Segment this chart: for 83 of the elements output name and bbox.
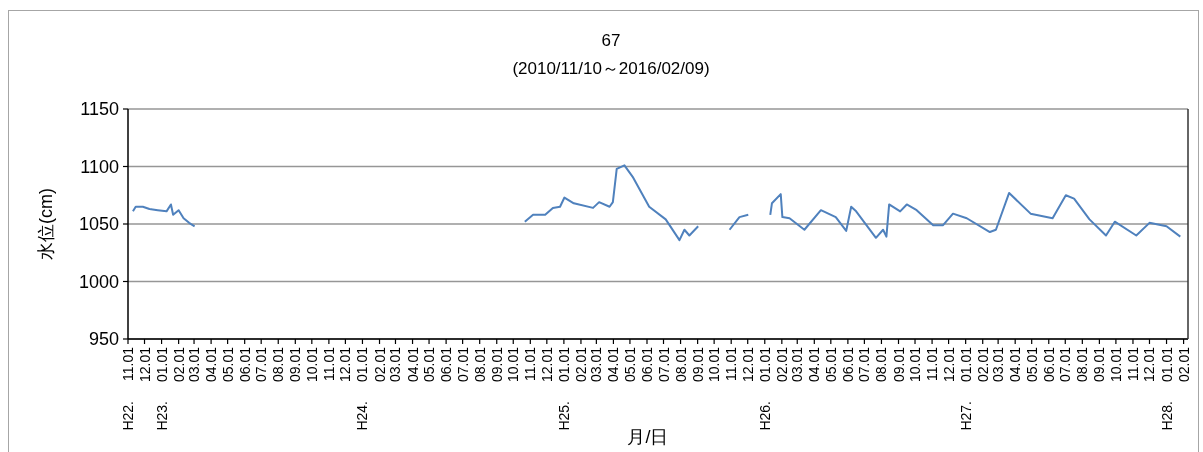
y-axis-title: 水位(cm)	[36, 188, 56, 260]
x-tick-label: 04.01	[605, 346, 622, 383]
x-tick-label: 08.01	[1074, 346, 1091, 383]
x-tick-label: 10.01	[706, 346, 723, 383]
x-tick-label: 04.01	[203, 346, 220, 383]
x-tick-label: 08.01	[471, 346, 488, 383]
x-tick-label: 04.01	[1007, 346, 1024, 383]
x-tick-label: 06.01	[839, 346, 856, 383]
x-tick-label: 01.01	[1158, 346, 1175, 383]
line-series	[523, 164, 700, 242]
y-tick-label: 1000	[78, 271, 119, 292]
x-tick-label: 12.01	[136, 346, 153, 383]
text: H25.	[555, 401, 572, 431]
x-tick-label: 08.01	[873, 346, 890, 383]
x-axis-title: 月/日	[627, 427, 669, 447]
y-tick-label: 1100	[80, 156, 119, 177]
x-tick-label: 12.01	[739, 346, 756, 383]
x-tick-label: 11.01	[120, 346, 136, 381]
x-tick-label: 02.01	[1175, 346, 1192, 383]
chart-subtitle: (2010/11/10～2016/02/09)	[512, 59, 710, 78]
x-tick-label: 02.01	[572, 346, 589, 383]
x-tick-label: 11.01	[320, 346, 337, 381]
x-tick-label: 08.01	[672, 346, 689, 383]
x-tick-label: 07.01	[454, 346, 471, 383]
x-tick-label: 07.01	[655, 346, 672, 383]
x-tick-label: 05.01	[1023, 346, 1040, 383]
x-tick-label: 02.01	[371, 346, 388, 383]
x-tick-label: 03.01	[990, 346, 1007, 383]
x-tick-label: 02.01	[773, 346, 790, 383]
x-tick-label: 08.01	[270, 346, 287, 383]
x-tick-label: 02.01	[170, 346, 187, 383]
x-tick-label: 01.01	[957, 346, 974, 383]
x-tick-label: 10.01	[303, 346, 320, 383]
x-tick-label: 12.01	[1141, 346, 1158, 383]
x-tick-label: 01.01	[756, 346, 773, 383]
x-tick-label: 04.01	[404, 346, 421, 383]
text: H26.	[756, 401, 773, 431]
x-tick-label: 01.01	[354, 346, 371, 383]
x-tick-label: 11.01	[924, 346, 941, 381]
x-tick-label: 06.01	[236, 346, 253, 383]
x-tick-label: 12.01	[538, 346, 555, 383]
text: H27.	[957, 401, 974, 431]
x-tick-label: 12.01	[940, 346, 957, 383]
text: H28.	[1158, 401, 1175, 431]
chart-title: 67	[601, 31, 621, 50]
x-tick-label: 02.01	[974, 346, 991, 383]
x-tick-label: 06.01	[438, 346, 455, 383]
x-tick-label: 05.01	[421, 346, 438, 383]
x-tick-label: 01.01	[153, 346, 170, 383]
text: H22.	[120, 401, 136, 431]
x-tick-label: 09.01	[890, 346, 907, 383]
x-tick-label: 10.01	[1107, 346, 1124, 383]
y-tick-label: 1150	[80, 99, 119, 119]
x-tick-label: 05.01	[219, 346, 236, 383]
x-tick-label: 05.01	[621, 346, 638, 383]
x-tick-label: 07.01	[253, 346, 270, 383]
text: H24.	[354, 401, 371, 431]
x-tick-label: 03.01	[789, 346, 806, 383]
x-tick-label: 09.01	[1091, 346, 1108, 383]
x-tick-label: 09.01	[488, 346, 505, 383]
x-tick-label: 10.01	[907, 346, 924, 383]
x-tick-label: 06.01	[1040, 346, 1057, 383]
x-tick-label: 11.01	[522, 346, 539, 381]
x-tick-label: 03.01	[387, 346, 404, 383]
line-series	[769, 191, 1182, 239]
x-tick-label: 03.01	[588, 346, 605, 383]
x-tick-label: 12.01	[337, 346, 354, 383]
y-tick-label: 950	[88, 329, 119, 349]
x-tick-label: 07.01	[1057, 346, 1074, 383]
text: H23.	[153, 401, 170, 431]
x-tick-label: 06.01	[638, 346, 655, 383]
y-tick-label: 1050	[78, 214, 119, 234]
line-series	[131, 203, 196, 228]
x-tick-label: 01.01	[555, 346, 572, 383]
x-tick-label: 04.01	[806, 346, 823, 383]
x-tick-label: 10.01	[505, 346, 522, 383]
x-tick-label: 09.01	[287, 346, 304, 383]
x-tick-label: 03.01	[186, 346, 203, 383]
x-tick-label: 11.01	[1124, 346, 1141, 381]
x-tick-label: 09.01	[689, 346, 706, 383]
x-tick-label: 11.01	[723, 346, 740, 381]
x-tick-label: 05.01	[822, 346, 839, 383]
x-tick-label: 07.01	[856, 346, 873, 383]
